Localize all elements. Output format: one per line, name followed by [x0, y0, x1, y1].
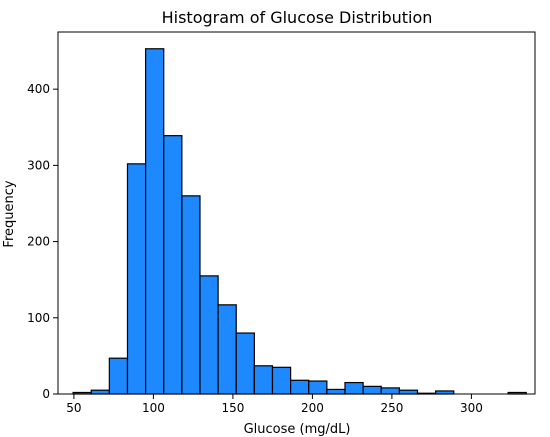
histogram-bar-17 — [380, 387, 400, 395]
x-tick-label: 150 — [221, 401, 244, 415]
x-tick-label: 300 — [460, 401, 483, 415]
histogram-bar-9 — [235, 332, 255, 395]
histogram-bar-18 — [398, 389, 419, 395]
y-tick-label: 0 — [42, 387, 50, 401]
histogram-bar-4 — [145, 48, 165, 395]
x-tick-label: 50 — [66, 401, 81, 415]
histogram-bar-8 — [217, 304, 237, 395]
histogram-bar-7 — [199, 275, 219, 395]
histogram-bar-1 — [90, 389, 110, 395]
histogram-bar-10 — [253, 365, 274, 395]
x-axis-label: Glucose (mg/dL) — [244, 422, 351, 437]
histogram-bar-14 — [326, 388, 346, 395]
x-tick-label: 250 — [380, 401, 403, 415]
bars-group — [72, 48, 527, 395]
y-axis-label: Frequency — [2, 180, 17, 247]
histogram-bar-12 — [290, 379, 310, 395]
histogram-bar-16 — [362, 385, 382, 395]
histogram-bar-6 — [181, 195, 201, 395]
histogram-bar-5 — [163, 135, 183, 395]
x-axis-ticks: 50 100 150 200 250 300 — [66, 394, 483, 415]
y-tick-label: 200 — [27, 235, 50, 249]
y-tick-label: 300 — [27, 158, 50, 172]
histogram-bar-15 — [344, 381, 364, 395]
y-tick-label: 100 — [27, 311, 50, 325]
y-axis-ticks: 0 100 200 300 400 — [27, 82, 58, 401]
x-tick-label: 200 — [301, 401, 324, 415]
y-tick-label: 400 — [27, 82, 50, 96]
x-tick-label: 100 — [142, 401, 165, 415]
histogram-bar-13 — [308, 380, 328, 395]
plot-frame — [57, 31, 536, 395]
histogram-bar-3 — [126, 163, 147, 395]
histogram-bar-11 — [271, 366, 292, 395]
histogram-bar-2 — [108, 357, 129, 395]
chart-title: Histogram of Glucose Distribution — [162, 8, 433, 27]
